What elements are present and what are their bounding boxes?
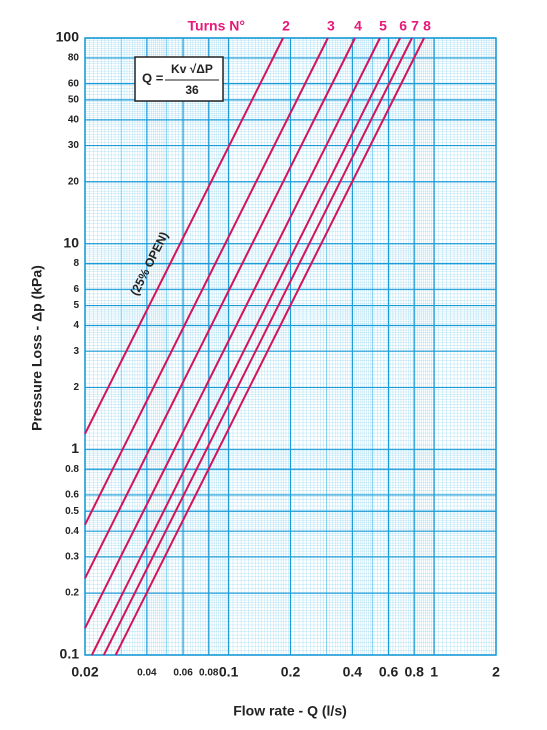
series-label: 5	[379, 18, 387, 34]
series-line	[114, 37, 425, 656]
x-tick-label: 0.06	[173, 668, 193, 679]
y-tick-label: 30	[68, 140, 80, 151]
series-line	[84, 37, 329, 526]
series-title: Turns N°	[188, 18, 245, 34]
y-tick-label: 100	[56, 29, 80, 45]
y-tick-label: 20	[68, 176, 80, 187]
series-line	[84, 37, 381, 629]
y-tick-label: 60	[68, 78, 80, 89]
y-tick-label: 3	[73, 346, 79, 357]
x-tick-label: 2	[492, 664, 500, 680]
y-tick-label: 0.2	[65, 588, 79, 599]
series-label: 3	[327, 18, 335, 34]
series-label: 4	[354, 18, 362, 34]
y-tick-label: 4	[73, 320, 79, 331]
x-tick-label: 0.08	[199, 668, 219, 679]
series-label: 2	[282, 18, 290, 34]
y-tick-label: 0.6	[65, 490, 79, 501]
x-tick-label: 0.02	[71, 664, 98, 680]
x-tick-label: 0.6	[379, 664, 399, 680]
x-tick-label: 0.2	[281, 664, 301, 680]
series-line	[84, 37, 284, 435]
x-tick-label: 0.4	[343, 664, 363, 680]
y-tick-label: 6	[73, 284, 79, 295]
series-label: 8	[423, 18, 431, 34]
y-tick-label: 10	[63, 234, 79, 250]
x-tick-label: 0.1	[219, 664, 239, 680]
x-tick-label: 1	[430, 664, 438, 680]
formula: Q = Kv √ΔP 36	[134, 56, 224, 102]
formula-box	[134, 56, 224, 102]
x-tick-label: 0.04	[137, 668, 157, 679]
series-label: 6	[399, 18, 407, 34]
series-line	[90, 37, 402, 656]
series-line	[84, 37, 356, 579]
series-line	[102, 37, 413, 656]
y-tick-label: 80	[68, 53, 80, 64]
x-axis-label: Flow rate - Q (l/s)	[233, 703, 347, 719]
formula-lhs: Q =	[142, 70, 164, 85]
y-tick-label: 5	[73, 300, 79, 311]
y-tick-label: 8	[73, 258, 79, 269]
x-tick-label: 0.8	[404, 664, 424, 680]
y-tick-label: 50	[68, 95, 80, 106]
y-tick-label: 0.3	[65, 552, 79, 563]
y-tick-label: 0.4	[65, 526, 79, 537]
plot-frame	[84, 37, 497, 656]
y-tick-label: 2	[73, 382, 79, 393]
formula-denominator: 36	[185, 83, 199, 97]
series-label: 7	[411, 18, 419, 34]
y-tick-label: 40	[68, 114, 80, 125]
y-tick-label: 0.8	[65, 464, 79, 475]
y-tick-label: 1	[71, 440, 79, 456]
y-axis-label: Pressure Loss - Δp (kPa)	[29, 265, 45, 431]
formula-numerator: Kv √ΔP	[171, 62, 213, 76]
y-tick-label: 0.5	[65, 506, 79, 517]
y-tick-label: 0.1	[60, 646, 80, 662]
